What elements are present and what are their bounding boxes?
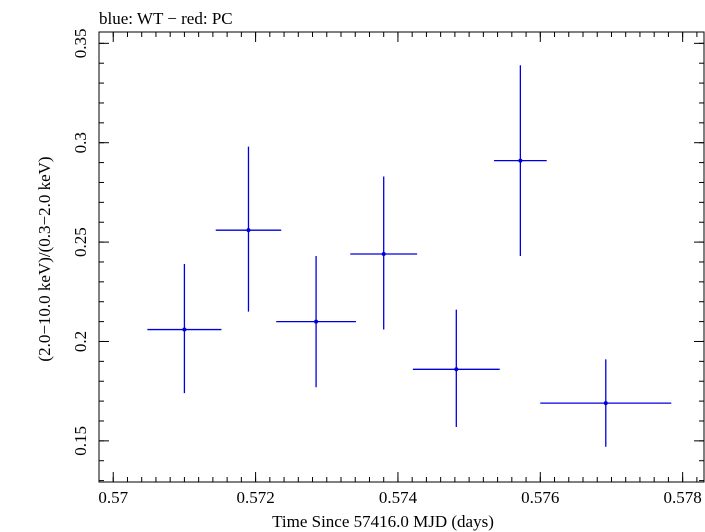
y-axis-label: (2.0−10.0 keV)/(0.3−2.0 keV) — [35, 156, 54, 361]
y-tick-label: 0.35 — [71, 28, 90, 58]
axis-ticks — [98, 32, 704, 482]
data-point — [454, 367, 459, 372]
y-tick-label: 0.15 — [71, 426, 90, 456]
data-point — [246, 228, 251, 233]
axis-tick-labels: 0.57 0.572 0.574 0.576 0.578 0.15 0.2 0.25 0.3 0.… — [71, 28, 702, 507]
data-point — [314, 319, 319, 324]
x-tick-label: 0.576 — [521, 488, 559, 507]
y-tick-label: 0.25 — [71, 227, 90, 257]
data-series — [147, 65, 672, 447]
data-point — [518, 158, 523, 163]
x-tick-label: 0.574 — [379, 488, 418, 507]
data-point — [603, 401, 608, 406]
y-tick-label: 0.3 — [71, 132, 90, 153]
data-point — [182, 327, 187, 332]
x-tick-label: 0.57 — [98, 488, 128, 507]
data-point — [381, 252, 386, 257]
chart-title: blue: WT − red: PC — [99, 9, 233, 28]
x-tick-label: 0.578 — [664, 488, 702, 507]
series-wt — [147, 65, 672, 447]
x-tick-label: 0.572 — [236, 488, 274, 507]
plot-frame — [98, 31, 705, 483]
x-axis-label: Time Since 57416.0 MJD (days) — [272, 512, 494, 531]
y-tick-label: 0.2 — [71, 331, 90, 352]
